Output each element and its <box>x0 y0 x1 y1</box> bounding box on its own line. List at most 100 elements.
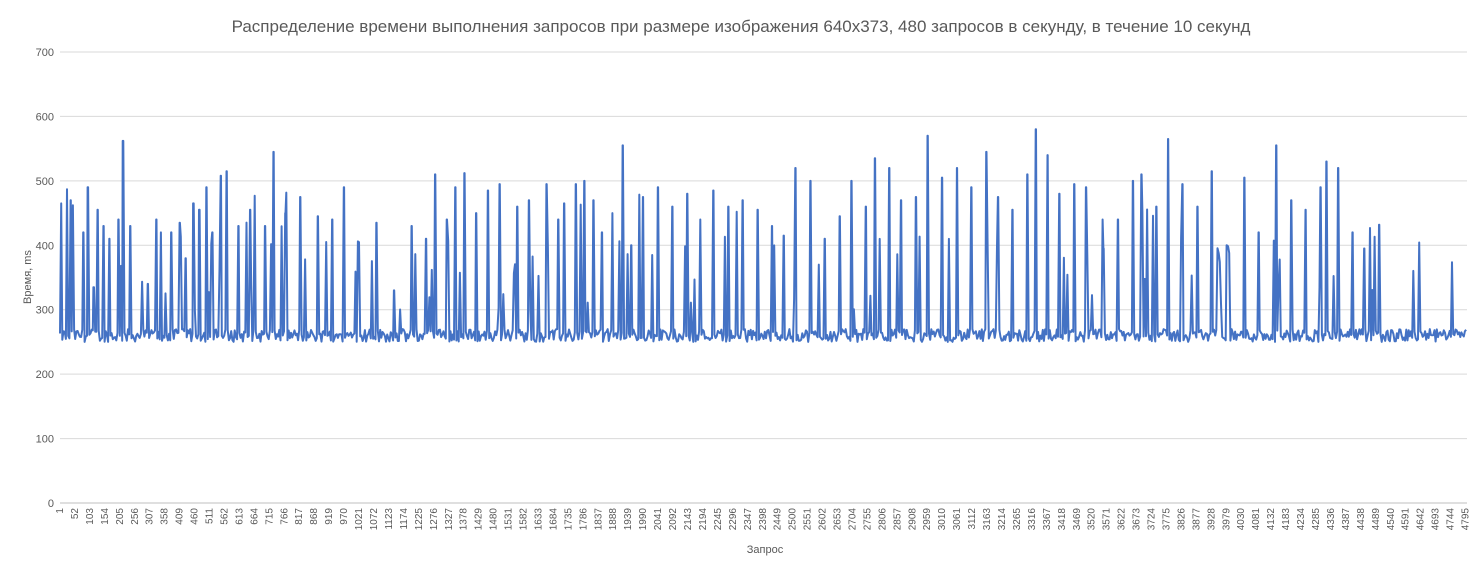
x-tick-label: 4744 <box>1446 508 1457 531</box>
x-tick-label: 460 <box>190 508 201 525</box>
x-tick-label: 664 <box>249 508 260 525</box>
x-tick-label: 2092 <box>668 508 679 531</box>
x-tick-label: 2041 <box>653 508 664 531</box>
x-tick-label: 3214 <box>997 508 1008 531</box>
x-tick-label: 1429 <box>474 508 485 531</box>
y-tick-label: 100 <box>36 434 54 446</box>
x-tick-label: 358 <box>160 508 171 525</box>
x-tick-label: 103 <box>85 508 96 525</box>
x-tick-label: 4591 <box>1401 508 1412 531</box>
x-tick-label: 1225 <box>414 508 425 531</box>
series-layer <box>59 128 1467 343</box>
x-tick-label: 1276 <box>429 508 440 531</box>
x-tick-label: 1327 <box>444 508 455 531</box>
x-tick-label: 3622 <box>1117 508 1128 531</box>
x-tick-label: 409 <box>175 508 186 525</box>
x-tick-label: 2449 <box>773 508 784 531</box>
gridlines <box>60 51 1467 440</box>
y-tick-label: 0 <box>48 498 54 510</box>
x-tick-label: 1531 <box>504 508 515 531</box>
x-tick-label: 4795 <box>1461 508 1472 531</box>
x-tick-label: 3877 <box>1191 508 1202 531</box>
x-tick-label: 1378 <box>459 508 470 531</box>
y-tick-label: 700 <box>36 47 54 59</box>
y-axis-ticks: 0 100 200 300 400 500 600 700 <box>36 47 54 510</box>
x-tick-label: 4081 <box>1251 508 1262 531</box>
x-tick-label: 3316 <box>1027 508 1038 531</box>
x-tick-label: 3520 <box>1087 508 1098 531</box>
x-tick-label: 2296 <box>728 508 739 531</box>
y-tick-label: 200 <box>36 369 54 381</box>
x-tick-label: 715 <box>264 508 275 525</box>
x-tick-label: 307 <box>145 508 156 525</box>
x-tick-label: 4438 <box>1356 508 1367 531</box>
x-tick-label: 2551 <box>803 508 814 531</box>
x-tick-label: 2806 <box>877 508 888 531</box>
x-tick-label: 2245 <box>713 508 724 531</box>
x-tick-label: 3112 <box>967 508 978 530</box>
x-tick-label: 1990 <box>638 508 649 531</box>
x-tick-label: 3724 <box>1147 508 1158 531</box>
x-tick-label: 1888 <box>608 508 619 531</box>
x-tick-label: 3418 <box>1057 508 1068 531</box>
x-tick-label: 562 <box>219 508 230 525</box>
x-tick-label: 1174 <box>399 508 410 530</box>
x-tick-label: 3928 <box>1206 508 1217 531</box>
x-tick-label: 3265 <box>1012 508 1023 531</box>
x-tick-label: 3775 <box>1161 508 1172 531</box>
x-tick-label: 766 <box>279 508 290 525</box>
x-tick-label: 52 <box>70 508 81 520</box>
x-tick-label: 1684 <box>548 508 559 531</box>
x-tick-label: 613 <box>234 508 245 525</box>
x-tick-label: 511 <box>205 508 216 524</box>
y-tick-label: 500 <box>36 176 54 188</box>
x-tick-label: 4030 <box>1236 508 1247 531</box>
x-tick-label: 3367 <box>1042 508 1053 531</box>
x-tick-label: 2959 <box>922 508 933 531</box>
x-tick-label: 1837 <box>593 508 604 531</box>
x-tick-label: 4132 <box>1266 508 1277 531</box>
chart-title: Распределение времени выполнения запросо… <box>232 17 1251 36</box>
x-tick-label: 2653 <box>833 508 844 531</box>
x-tick-label: 4642 <box>1416 508 1427 531</box>
x-tick-label: 3061 <box>952 508 963 531</box>
x-tick-label: 2704 <box>847 508 858 531</box>
x-tick-label: 4489 <box>1371 508 1382 531</box>
x-tick-label: 4285 <box>1311 508 1322 531</box>
x-tick-label: 205 <box>115 508 126 525</box>
x-tick-label: 4693 <box>1431 508 1442 531</box>
x-tick-label: 2602 <box>818 508 829 531</box>
x-tick-label: 3826 <box>1176 508 1187 531</box>
x-tick-label: 2398 <box>758 508 769 531</box>
x-tick-label: 3979 <box>1221 508 1232 531</box>
x-tick-label: 2857 <box>892 508 903 531</box>
x-tick-label: 1480 <box>489 508 500 531</box>
y-axis-title: Время, ms <box>22 250 34 304</box>
x-axis-title: Запрос <box>747 544 784 556</box>
x-axis-ticks: 1 52 103 154 205 256 307 358 409 460 511 562 613 664 7… <box>55 508 1472 531</box>
x-tick-label: 1021 <box>354 508 365 531</box>
x-tick-label: 2347 <box>743 508 754 531</box>
x-tick-label: 1786 <box>578 508 589 531</box>
x-tick-label: 4234 <box>1296 508 1307 531</box>
x-tick-label: 4540 <box>1386 508 1397 531</box>
series-line <box>59 128 1467 343</box>
x-tick-label: 256 <box>130 508 141 525</box>
x-tick-label: 1072 <box>369 508 380 531</box>
x-tick-label: 1939 <box>623 508 634 531</box>
x-tick-label: 919 <box>324 508 335 525</box>
x-tick-label: 3673 <box>1132 508 1143 531</box>
x-tick-label: 1582 <box>519 508 530 531</box>
x-tick-label: 3571 <box>1102 508 1113 531</box>
x-tick-label: 4183 <box>1281 508 1292 531</box>
y-tick-label: 600 <box>36 111 54 123</box>
x-tick-label: 2500 <box>788 508 799 531</box>
x-tick-label: 4336 <box>1326 508 1337 531</box>
y-tick-label: 400 <box>36 240 54 252</box>
x-tick-label: 2908 <box>907 508 918 531</box>
x-tick-label: 3163 <box>982 508 993 531</box>
x-tick-label: 2143 <box>683 508 694 531</box>
x-tick-label: 1123 <box>384 508 395 530</box>
